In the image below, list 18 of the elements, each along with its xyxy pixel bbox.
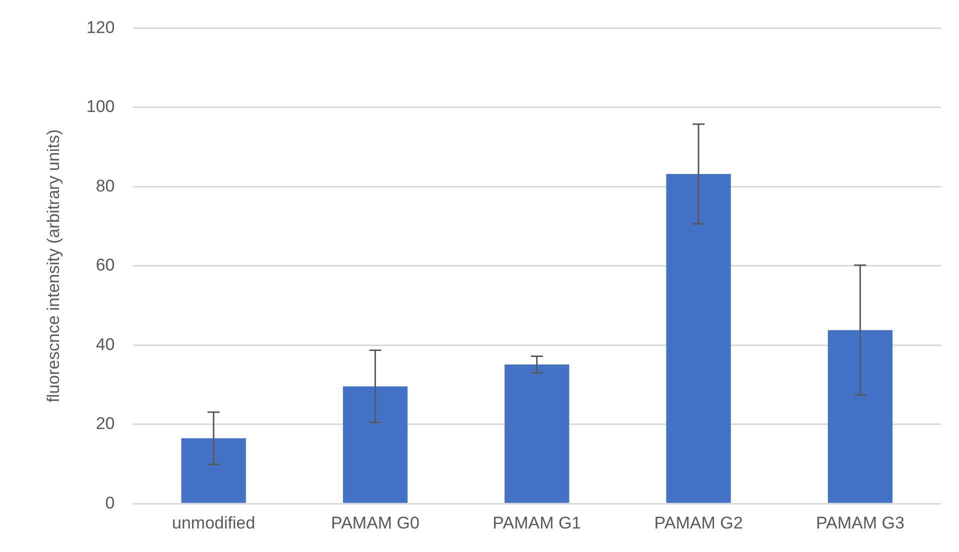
- x-tick-label: PAMAM G1: [492, 513, 582, 532]
- y-tick-label: 60: [96, 256, 115, 275]
- x-tick-label: PAMAM G2: [654, 513, 743, 532]
- y-tick-label: 20: [96, 414, 115, 434]
- y-tick-label: 100: [86, 97, 115, 116]
- y-tick-label: 120: [86, 18, 115, 37]
- y-axis-title: fluorescnce intensity (arbitrary units): [44, 129, 63, 402]
- bar: [828, 330, 893, 503]
- x-tick-label: unmodified: [172, 513, 256, 532]
- x-tick-label: PAMAM G0: [330, 513, 420, 532]
- x-tick-label: PAMAM G3: [816, 513, 904, 532]
- bar: [181, 438, 246, 503]
- y-tick-label: 80: [96, 176, 115, 196]
- bar: [666, 174, 731, 503]
- y-tick-label: 40: [96, 334, 115, 354]
- bar: [504, 364, 570, 503]
- bar: [342, 386, 408, 503]
- y-tick-label: 0: [105, 493, 115, 512]
